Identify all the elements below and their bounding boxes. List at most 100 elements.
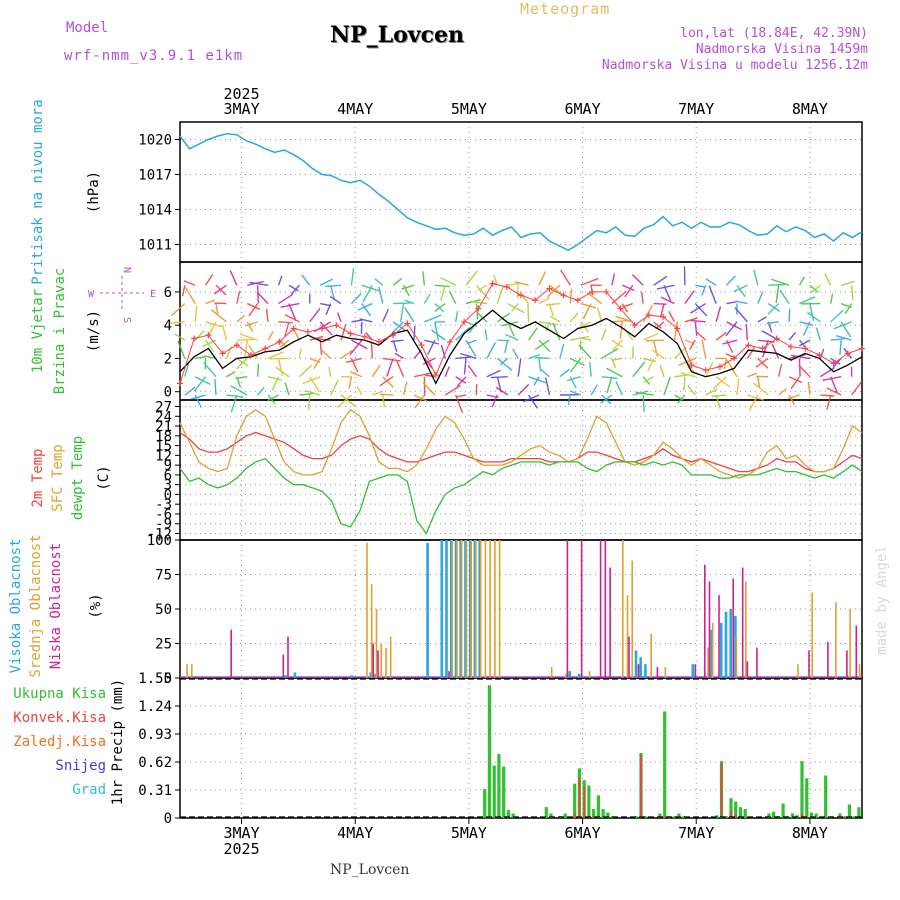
gust-marker — [787, 343, 794, 350]
gust-marker — [191, 335, 198, 342]
wind-arrow — [836, 335, 852, 341]
wind-arrow — [288, 284, 299, 292]
cloud-bar — [732, 578, 734, 678]
precip-bar — [767, 813, 771, 818]
cloud-bar — [375, 609, 378, 678]
wind-arrow — [205, 299, 216, 305]
wind-arrow — [624, 284, 634, 298]
precip-bar — [720, 763, 723, 818]
precip-bar — [596, 795, 600, 818]
cloud-bar — [827, 642, 829, 678]
compass-east: E — [150, 289, 156, 300]
wind-arrow — [495, 386, 509, 396]
wind-arrow — [833, 321, 852, 330]
wind-arrow — [319, 278, 334, 286]
precip-bar — [634, 816, 638, 818]
precip-bar — [644, 816, 648, 818]
wind-arrow — [552, 323, 561, 341]
wind-arrow — [788, 394, 796, 405]
gust-marker — [319, 325, 326, 332]
precip-legend-item: Konvek.Kisa — [13, 710, 106, 726]
wind-arrow — [215, 303, 219, 315]
wind-arrow — [689, 339, 696, 350]
wind-arrow — [528, 354, 541, 360]
wind-arrow — [423, 293, 431, 304]
wind-arrow — [694, 321, 698, 336]
wind-arrow — [211, 309, 227, 323]
model-label: Model — [66, 20, 109, 36]
cloud-bar — [664, 667, 667, 678]
wind-arrow — [309, 307, 321, 323]
gust-marker — [603, 288, 610, 295]
cloud-bar — [599, 540, 602, 678]
y-tick-label: 18 — [155, 429, 172, 445]
precip-bar — [663, 816, 666, 818]
pressure-frame — [179, 121, 863, 263]
y-tick-label: -12 — [147, 526, 172, 542]
wind-unit-label: (m/s) — [86, 310, 102, 352]
wind-arrow — [402, 381, 408, 396]
wind-arrow — [615, 381, 623, 396]
precip-bar — [583, 786, 586, 818]
wind-arrow — [309, 376, 320, 393]
wind-arrow — [379, 376, 394, 387]
precip-bar — [847, 804, 851, 818]
gust-marker — [219, 350, 226, 357]
wind-arrow — [394, 352, 404, 360]
wind-arrow — [696, 331, 707, 341]
y-tick-label: 24 — [155, 409, 172, 425]
wind-arrow — [535, 356, 550, 360]
wind-arrow — [687, 385, 696, 396]
cloud-bar — [708, 581, 711, 678]
y-tick-label: -6 — [155, 507, 172, 523]
cloud-bar — [808, 650, 810, 678]
wind-arrow — [527, 394, 539, 409]
wind-arrow — [183, 280, 196, 286]
wind-arrow — [302, 376, 321, 385]
precip-bar — [601, 809, 605, 818]
wind-arrow — [601, 348, 619, 360]
wind-arrow — [600, 328, 607, 341]
wind-arrow — [256, 363, 260, 377]
x-year-label-bottom: 2025 — [224, 840, 260, 858]
cloud-bar — [282, 654, 285, 678]
cloud-bar — [634, 650, 638, 678]
gust-marker — [205, 332, 212, 339]
wind-arrow — [799, 321, 814, 326]
wind-arrow — [766, 321, 779, 325]
y-tick-label: 6 — [164, 468, 172, 484]
wind-arrow — [194, 305, 198, 322]
wind-arrow — [715, 306, 722, 323]
wind-arrow — [292, 328, 300, 341]
wind-arrow — [832, 357, 842, 368]
wind-arrow — [545, 321, 551, 332]
credit-watermark: made by Angel — [874, 545, 890, 655]
wind-arrow — [809, 284, 819, 294]
wind-arrow — [830, 376, 839, 394]
wind-arrow — [382, 376, 394, 388]
precip-bar — [682, 816, 686, 818]
wind-arrow — [570, 390, 581, 396]
wind-arrow — [580, 277, 599, 286]
precip-bar — [838, 813, 842, 818]
gust-marker — [859, 345, 865, 352]
wind-arrow — [586, 291, 602, 305]
temp-unit-label: (C) — [96, 465, 112, 490]
cloud-bar — [380, 643, 382, 678]
wind-arrow — [819, 366, 835, 378]
precip-bar — [483, 789, 487, 818]
cloud-bar — [622, 540, 624, 678]
wind-arrow — [465, 270, 478, 286]
elevation: Nadmorska Visina 1459m — [695, 42, 868, 57]
wind-arrow — [647, 358, 655, 372]
wind-arrow — [434, 321, 440, 341]
wind-arrow — [230, 394, 238, 413]
precip-bar — [573, 813, 576, 818]
wind-arrow — [839, 340, 842, 356]
wind-arrow — [690, 319, 706, 323]
wind-arrow — [350, 293, 362, 305]
wind-arrow — [248, 303, 259, 317]
gust-marker — [532, 297, 539, 304]
cloud-bar — [445, 540, 448, 678]
y-tick-label: 6 — [164, 285, 172, 301]
